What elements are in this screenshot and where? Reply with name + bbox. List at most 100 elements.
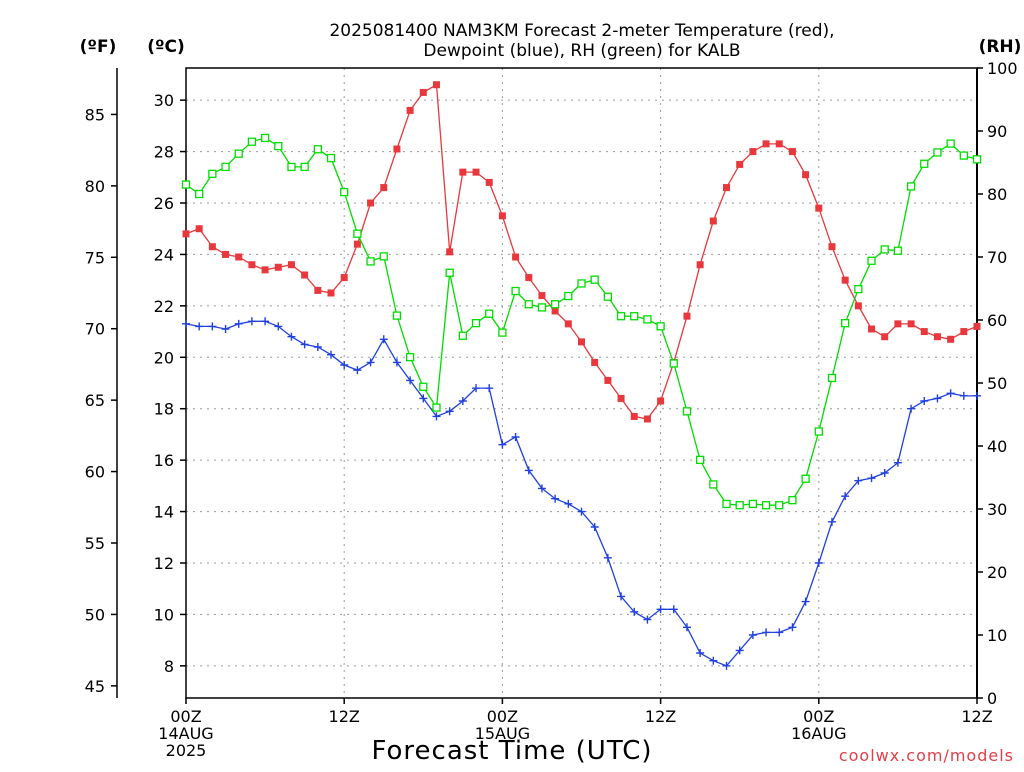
rh-point xyxy=(801,474,810,483)
dewpoint-point xyxy=(656,605,665,614)
temperature-point xyxy=(775,140,783,148)
rh-line xyxy=(185,137,978,506)
rh-point xyxy=(696,455,705,465)
fahrenheit-tick-label: 65 xyxy=(85,391,105,410)
dewpoint-point xyxy=(590,523,599,531)
rh-point xyxy=(722,499,731,509)
dewpoint-point xyxy=(933,394,942,403)
dewpoint-point xyxy=(775,628,784,637)
celsius-tick-label: 28 xyxy=(154,143,174,162)
dewpoint-point xyxy=(617,592,626,601)
temperature-point xyxy=(261,266,269,274)
dewpoint-point xyxy=(472,384,481,393)
rh-tick-label: 100 xyxy=(987,59,1018,78)
series-layer xyxy=(181,81,982,670)
dewpoint-point xyxy=(287,332,296,341)
temperature-point xyxy=(446,248,454,256)
temperature-point xyxy=(894,320,902,328)
dewpoint-point xyxy=(300,340,309,349)
dewpoint-point xyxy=(920,397,929,405)
temperature-point xyxy=(828,243,836,251)
rh-point xyxy=(287,162,296,172)
dewpoint-point xyxy=(353,366,362,375)
temperature-point xyxy=(353,240,361,248)
dewpoint-point xyxy=(841,492,850,501)
dewpoint-point xyxy=(696,649,705,657)
dewpoint-point xyxy=(392,358,401,367)
temperature-point xyxy=(630,412,638,420)
temperature-point xyxy=(459,168,467,176)
rh-tick-label: 70 xyxy=(987,248,1007,267)
rh-tick-label: 10 xyxy=(987,626,1007,645)
temperature-point xyxy=(762,140,770,148)
rh-point xyxy=(972,155,982,164)
rh-tick-label: 40 xyxy=(987,437,1007,456)
dewpoint-point xyxy=(313,343,322,351)
dewpoint-point xyxy=(722,661,731,670)
celsius-tick-label: 16 xyxy=(154,451,174,470)
temperature-point xyxy=(182,230,190,238)
fahrenheit-tick-label: 85 xyxy=(85,105,105,124)
temperature-point xyxy=(274,263,282,271)
dewpoint-point xyxy=(854,476,863,485)
x-tick-date-label: 15AUG xyxy=(475,724,530,743)
rh-point xyxy=(827,373,837,383)
rh-point xyxy=(616,312,626,321)
rh-point xyxy=(550,300,560,309)
temperature-point xyxy=(406,106,414,114)
dewpoint-point xyxy=(182,319,190,328)
dewpoint-point xyxy=(564,499,573,508)
temperature-point xyxy=(749,148,757,156)
temperature-point xyxy=(340,274,348,282)
x-tick-label: 12Z xyxy=(961,707,992,726)
rh-point xyxy=(524,300,533,309)
x-axis-label: Forecast Time (UTC) xyxy=(371,736,652,766)
fahrenheit-tick-label: 60 xyxy=(85,463,105,482)
rh-point xyxy=(933,148,942,157)
rh-point xyxy=(498,328,507,337)
x-tick-label: 00Z xyxy=(803,707,834,726)
dewpoint-point xyxy=(801,597,810,606)
celsius-tick-label: 8 xyxy=(164,657,174,676)
rh-point xyxy=(959,151,968,160)
temperature-point xyxy=(973,322,981,330)
dewpoint-point xyxy=(366,358,375,367)
dewpoint-point xyxy=(709,656,718,665)
fahrenheit-tick-label: 80 xyxy=(85,177,105,196)
celsius-tick-label: 24 xyxy=(154,245,174,264)
rh-point xyxy=(775,501,784,510)
fahrenheit-tick-label: 75 xyxy=(85,248,105,267)
temperature-point xyxy=(287,261,295,269)
temperature-point xyxy=(841,276,849,284)
temperature-point xyxy=(960,328,968,336)
dewpoint-point xyxy=(537,484,546,493)
rh-tick-label: 0 xyxy=(987,689,997,708)
temperature-point xyxy=(367,199,375,207)
rh-point xyxy=(392,311,402,320)
fahrenheit-tick-label: 70 xyxy=(85,320,105,339)
dewpoint-point xyxy=(630,607,639,616)
rh-point xyxy=(537,303,547,312)
temperature-point xyxy=(248,261,256,269)
temperature-point xyxy=(235,253,243,261)
temperature-point xyxy=(578,338,585,346)
dewpoint-point xyxy=(445,407,454,416)
temperature-point xyxy=(881,333,889,341)
celsius-tick-label: 20 xyxy=(154,348,174,367)
rh-point xyxy=(419,382,428,391)
rh-point xyxy=(471,318,481,328)
temperature-point xyxy=(327,289,335,297)
temperature-point xyxy=(723,184,731,192)
temperature-point xyxy=(551,307,559,315)
celsius-tick-label: 30 xyxy=(154,91,174,110)
rh-point xyxy=(247,137,257,146)
celsius-tick-label: 26 xyxy=(154,194,174,213)
series-dewpoint xyxy=(182,317,981,670)
dewpoint-point xyxy=(406,376,415,385)
dewpoint-point xyxy=(551,494,560,503)
rh-point xyxy=(195,189,204,199)
x-tick-label: 12Z xyxy=(645,707,676,726)
x-tick-date-label: 14AUG xyxy=(158,724,213,743)
dewpoint-point xyxy=(247,317,256,326)
rh-point xyxy=(735,501,744,510)
